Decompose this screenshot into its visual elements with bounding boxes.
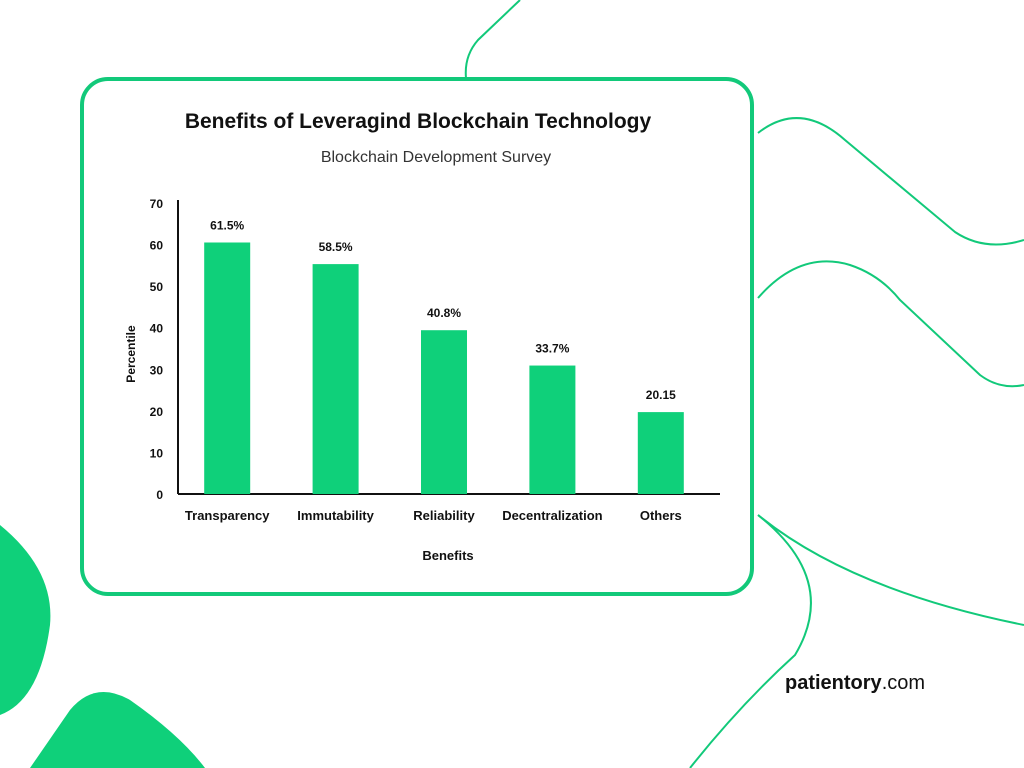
y-tick-label: 40 [150, 322, 164, 336]
data-label: 33.7% [535, 342, 569, 356]
deco-line-top [464, 0, 521, 79]
x-tick-label: Reliability [413, 508, 475, 523]
chart-card [80, 77, 754, 596]
y-tick-label: 20 [150, 405, 164, 419]
y-tick-label: 30 [150, 363, 164, 377]
data-label: 58.5% [319, 240, 353, 254]
brand-domain: .com [881, 672, 926, 694]
deco-line-right-1 [757, 117, 1024, 246]
y-axis-label: Percentile [124, 325, 138, 383]
brand-name: patientory [785, 672, 882, 694]
deco-blob-left [0, 525, 51, 715]
y-tick-label: 70 [150, 197, 164, 211]
brand-logo-text[interactable]: patientory.com [785, 672, 925, 695]
deco-line-right-4 [689, 514, 812, 768]
x-tick-label: Immutability [297, 508, 374, 523]
deco-line-right-2 [757, 260, 1024, 388]
x-tick-label: Decentralization [502, 508, 602, 523]
y-tick-label: 50 [150, 280, 164, 294]
data-label: 61.5% [210, 218, 244, 232]
bar [312, 264, 359, 494]
y-tick-label: 10 [150, 446, 164, 460]
chart-subtitle: Blockchain Development Survey [320, 149, 552, 166]
x-tick-label: Transparency [185, 508, 270, 523]
bar [529, 365, 576, 494]
x-tick-label: Others [640, 508, 682, 523]
data-label: 20.15 [646, 388, 676, 402]
x-axis-label: Benefits [422, 548, 473, 563]
deco-blob-bottom [30, 692, 205, 768]
y-tick-label: 60 [150, 239, 164, 253]
data-label: 40.8% [427, 306, 461, 320]
bar [637, 412, 684, 494]
bar [204, 242, 251, 494]
deco-line-right-3 [757, 514, 1024, 626]
chart-title: Benefits of Leveragind Blockchain Techno… [184, 110, 652, 133]
y-tick-label: 0 [156, 488, 163, 502]
bar [421, 330, 467, 494]
